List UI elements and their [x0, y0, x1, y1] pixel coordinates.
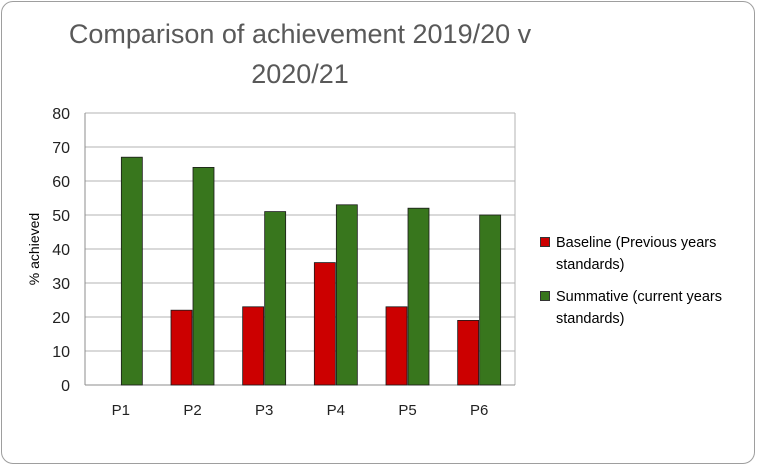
bar-summative-p3	[264, 211, 287, 386]
bar-summative-p5	[407, 207, 430, 386]
x-tick-label: P2	[183, 402, 201, 419]
bar-summative-p4	[335, 204, 358, 386]
legend-item-baseline: Baseline (Previous years standards)	[540, 232, 750, 276]
y-tick-label: 10	[52, 344, 70, 361]
y-tick-label: 50	[52, 208, 70, 225]
legend-swatch-summative	[540, 291, 550, 301]
x-tick-label: P1	[112, 402, 130, 419]
y-tick-label: 40	[52, 242, 70, 259]
y-tick-label: 70	[52, 140, 70, 157]
y-tick-label: 80	[52, 106, 70, 123]
bar-baseline-p5	[385, 306, 408, 386]
chart-title: Comparison of achievement 2019/20 v 2020…	[68, 19, 532, 89]
legend-swatch-baseline	[540, 237, 550, 247]
bar-baseline-p6	[457, 319, 480, 386]
legend-item-summative: Summative (current years standards)	[540, 286, 750, 330]
y-tick-label: 30	[52, 276, 70, 293]
x-tick-label: P6	[470, 402, 488, 419]
legend-label-baseline: Baseline (Previous years standards)	[556, 235, 717, 273]
bar-summative-p2	[192, 166, 215, 386]
bar-summative-p6	[479, 214, 502, 386]
bar-baseline-p4	[313, 262, 336, 386]
bar-baseline-p3	[242, 306, 265, 386]
bar-baseline-p2	[170, 309, 193, 386]
bar-summative-p1	[120, 156, 143, 386]
y-tick-label: 20	[52, 310, 70, 327]
legend-label-summative: Summative (current years standards)	[556, 289, 722, 327]
x-tick-label: P5	[398, 402, 416, 419]
x-tick-label: P4	[327, 402, 345, 419]
x-tick-label: P3	[255, 402, 273, 419]
y-tick-label: 0	[61, 378, 70, 395]
y-axis-title: % achieved	[26, 213, 42, 285]
y-tick-label: 60	[52, 174, 70, 191]
legend: Baseline (Previous years standards) Summ…	[540, 232, 750, 340]
